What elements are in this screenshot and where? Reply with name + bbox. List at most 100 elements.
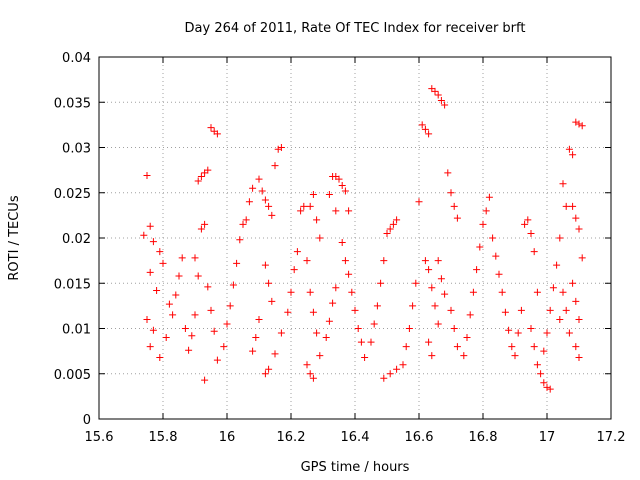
data-point — [393, 216, 401, 224]
x-tick-label: 17.2 — [597, 430, 626, 445]
data-point — [575, 120, 583, 128]
data-point — [258, 187, 266, 195]
chart-title: Day 264 of 2011, Rate Of TEC Index for r… — [185, 21, 526, 36]
data-point — [303, 361, 311, 369]
data-point — [265, 365, 273, 373]
data-point — [156, 353, 164, 361]
data-point — [447, 189, 455, 197]
data-point — [338, 239, 346, 247]
data-point — [159, 259, 167, 267]
data-point — [210, 327, 218, 335]
data-point — [287, 288, 295, 296]
data-point — [444, 169, 452, 177]
y-tick-label: 0 — [83, 413, 91, 428]
data-point — [572, 118, 580, 126]
data-point — [412, 279, 420, 287]
data-point — [575, 225, 583, 233]
data-point — [188, 332, 196, 340]
data-point — [402, 343, 410, 351]
data-point — [409, 302, 417, 310]
data-point — [341, 257, 349, 265]
data-point — [517, 306, 525, 314]
data-point — [325, 191, 333, 199]
data-point — [191, 254, 199, 262]
data-point — [345, 207, 353, 215]
data-point — [559, 288, 567, 296]
data-point — [338, 182, 346, 190]
data-point — [204, 283, 212, 291]
data-point — [453, 343, 461, 351]
data-point — [434, 320, 442, 328]
data-point — [325, 317, 333, 325]
data-point — [309, 308, 317, 316]
y-tick-label: 0.015 — [54, 277, 91, 292]
x-tick-label: 17 — [539, 430, 556, 445]
data-point — [501, 308, 509, 316]
data-point — [383, 229, 391, 237]
data-point — [511, 352, 519, 360]
data-point — [255, 175, 263, 183]
data-point — [495, 270, 503, 278]
data-point — [316, 352, 324, 360]
data-point — [418, 121, 426, 129]
data-point — [223, 320, 231, 328]
data-point — [153, 286, 161, 294]
data-point — [290, 266, 298, 274]
data-point — [329, 299, 337, 307]
data-point — [377, 279, 385, 287]
data-point — [447, 306, 455, 314]
data-point — [428, 352, 436, 360]
data-point — [236, 236, 244, 244]
data-point — [297, 207, 305, 215]
y-tick-label: 0.025 — [54, 187, 91, 202]
data-point — [546, 306, 554, 314]
data-point — [489, 234, 497, 242]
data-point — [332, 284, 340, 292]
x-tick-label: 16.6 — [405, 430, 434, 445]
data-point — [213, 130, 221, 138]
data-point — [431, 87, 439, 95]
data-point — [201, 220, 209, 228]
data-point — [578, 254, 586, 262]
data-point — [569, 202, 577, 210]
data-point — [425, 266, 433, 274]
data-point — [367, 338, 375, 346]
data-point — [201, 376, 209, 384]
data-point — [578, 122, 586, 130]
data-point — [556, 315, 564, 323]
data-point — [389, 220, 397, 228]
data-point — [533, 288, 541, 296]
data-point — [498, 288, 506, 296]
data-point — [575, 353, 583, 361]
data-point — [194, 272, 202, 280]
data-point — [261, 196, 269, 204]
data-point — [428, 284, 436, 292]
data-point — [546, 385, 554, 393]
data-point — [357, 338, 365, 346]
data-point — [463, 334, 471, 342]
data-point — [197, 225, 205, 233]
data-point — [213, 356, 221, 364]
data-point — [156, 248, 164, 256]
x-axis-label: GPS time / hours — [301, 460, 410, 475]
x-tick-label: 16.2 — [277, 430, 306, 445]
data-point — [556, 234, 564, 242]
data-point — [268, 297, 276, 305]
data-point — [348, 288, 356, 296]
data-point — [370, 320, 378, 328]
data-point — [185, 346, 193, 354]
data-point — [169, 311, 177, 319]
data-point — [332, 207, 340, 215]
data-point — [386, 225, 394, 233]
data-point — [421, 125, 429, 133]
data-point — [479, 220, 487, 228]
data-point — [380, 374, 388, 382]
data-point — [194, 177, 202, 185]
data-point — [252, 334, 260, 342]
data-point — [303, 257, 311, 265]
data-point — [441, 101, 449, 109]
data-point — [421, 257, 429, 265]
data-point — [530, 248, 538, 256]
data-point — [249, 347, 257, 355]
data-point — [530, 343, 538, 351]
